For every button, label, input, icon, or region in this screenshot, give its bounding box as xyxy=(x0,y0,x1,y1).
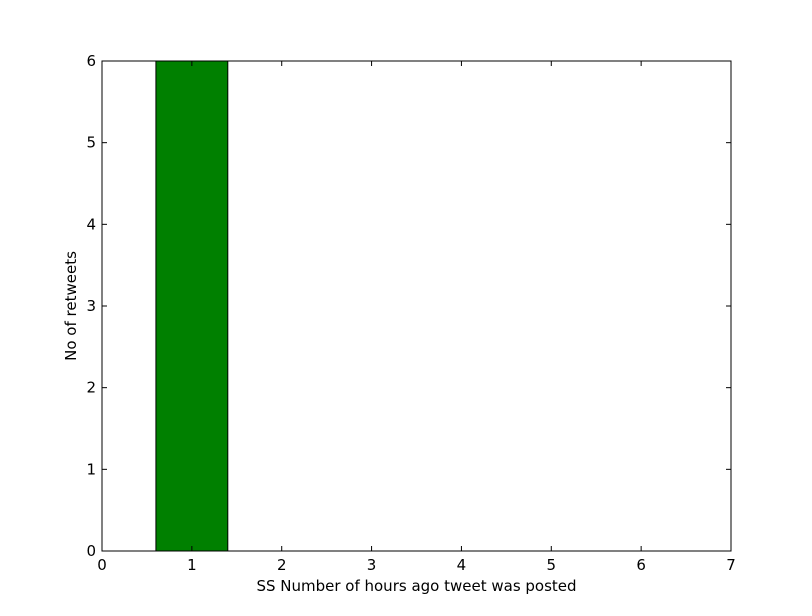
y-tick-label: 6 xyxy=(86,52,96,70)
y-tick-label: 2 xyxy=(86,379,96,397)
y-tick-label: 3 xyxy=(86,297,96,315)
x-tick-label: 4 xyxy=(457,556,467,574)
y-tick-label: 1 xyxy=(86,460,96,478)
y-tick-label: 0 xyxy=(86,542,96,560)
y-axis-label: No of retweets xyxy=(62,251,80,361)
x-tick-label: 3 xyxy=(367,556,377,574)
x-tick-label: 6 xyxy=(636,556,646,574)
bars xyxy=(155,60,229,552)
x-tick-label: 1 xyxy=(187,556,197,574)
y-tick-label: 5 xyxy=(86,134,96,152)
x-axis-label: SS Number of hours ago tweet was posted xyxy=(256,577,576,595)
y-tick-label: 4 xyxy=(86,215,96,233)
x-tick-label: 0 xyxy=(97,556,107,574)
bar xyxy=(155,60,229,552)
x-tick-label: 2 xyxy=(277,556,287,574)
x-tick-label: 5 xyxy=(547,556,557,574)
x-tick-label: 7 xyxy=(726,556,736,574)
axis-ticks: 0 1 2 3 4 5 6 7 0 1 2 3 4 5 6 xyxy=(86,52,735,574)
